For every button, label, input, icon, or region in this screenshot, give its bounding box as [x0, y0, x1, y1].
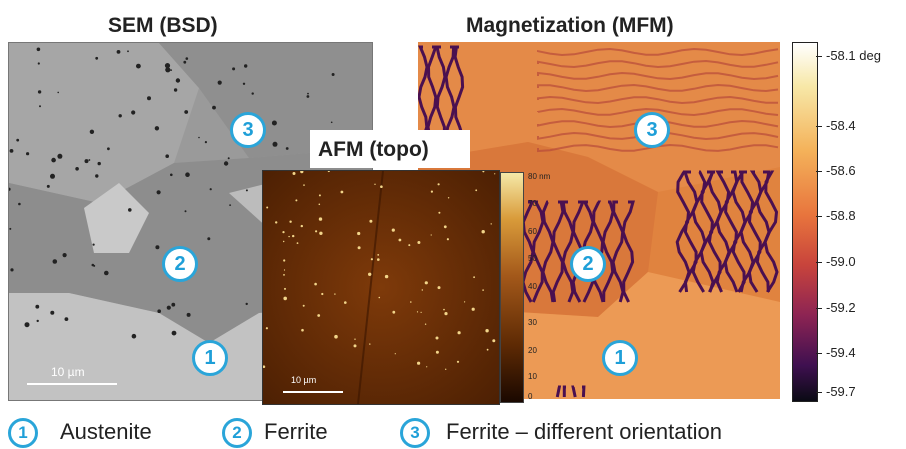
afm-texture [263, 171, 499, 404]
afm-colorbar [500, 172, 524, 403]
mfm-colorbar-label: -58.1 deg [826, 48, 881, 63]
mfm-colorbar-label: -58.6 [826, 163, 856, 178]
afm-colorbar-label-30: 30 [528, 318, 537, 327]
mfm-title: Magnetization (MFM) [466, 14, 674, 37]
legend-badge-3: 3 [400, 418, 430, 448]
mfm-colorbar-tick [816, 171, 822, 172]
sem-marker-3: 3 [230, 112, 266, 148]
afm-colorbar-label-10: 10 [528, 372, 537, 381]
mfm-colorbar-tick [816, 262, 822, 263]
mfm-colorbar-tick [816, 126, 822, 127]
sem-marker-2: 2 [162, 246, 198, 282]
mfm-marker-2: 2 [570, 246, 606, 282]
afm-colorbar-label-20: 20 [528, 346, 537, 355]
sem-scalebar [27, 383, 117, 385]
mfm-colorbar-label: -59.7 [826, 384, 856, 399]
mfm-colorbar-label: -59.4 [826, 345, 856, 360]
mfm-colorbar-label: -59.2 [826, 300, 856, 315]
afm-title: AFM (topo) [318, 138, 429, 161]
legend-badge-2: 2 [222, 418, 252, 448]
mfm-colorbar [792, 42, 818, 402]
mfm-marker-1: 1 [602, 340, 638, 376]
afm-colorbar-label-0: 0 [528, 392, 533, 401]
mfm-colorbar-label: -58.8 [826, 208, 856, 223]
legend-label-ferrite: Ferrite [264, 419, 328, 444]
afm-colorbar-label-70: 70 [528, 199, 537, 208]
afm-scalebar [283, 391, 343, 393]
mfm-colorbar-tick [816, 308, 822, 309]
afm-colorbar-label-50: 50 [528, 254, 537, 263]
mfm-colorbar-label: -59.0 [826, 254, 856, 269]
afm-colorbar-label-80: 80 nm [528, 172, 551, 181]
mfm-colorbar-label: -58.4 [826, 118, 856, 133]
legend-label-ferrite-orientation: Ferrite – different orientation [446, 419, 722, 444]
afm-image: 10 µm [262, 170, 500, 405]
mfm-colorbar-tick [816, 216, 822, 217]
sem-marker-1: 1 [192, 340, 228, 376]
mfm-colorbar-tick [816, 353, 822, 354]
legend-badge-1: 1 [8, 418, 38, 448]
afm-label-background [310, 130, 470, 168]
afm-scalebar-label: 10 µm [291, 375, 317, 385]
mfm-marker-3: 3 [634, 112, 670, 148]
afm-colorbar-label-40: 40 [528, 282, 537, 291]
afm-colorbar-label-60: 60 [528, 227, 537, 236]
mfm-colorbar-tick [816, 392, 822, 393]
sem-scalebar-label: 10 µm [51, 365, 85, 379]
sem-title: SEM (BSD) [108, 14, 218, 37]
mfm-colorbar-tick [816, 56, 822, 57]
legend-label-austenite: Austenite [60, 419, 152, 444]
